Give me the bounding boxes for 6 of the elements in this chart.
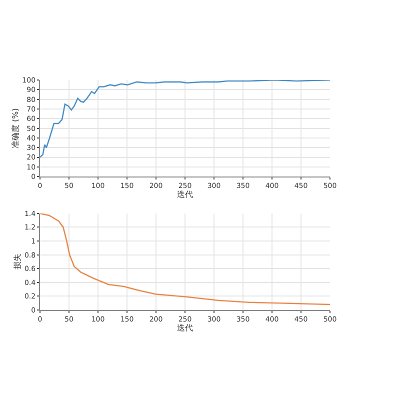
x-axis-title: 迭代 xyxy=(177,324,193,332)
line-series xyxy=(40,213,330,306)
line-series xyxy=(40,80,330,158)
y-axis-title: 准确度 (%) xyxy=(10,108,20,148)
x-axis-title: 迭代 xyxy=(177,190,193,200)
y-axis-title: 损失 xyxy=(13,254,22,270)
